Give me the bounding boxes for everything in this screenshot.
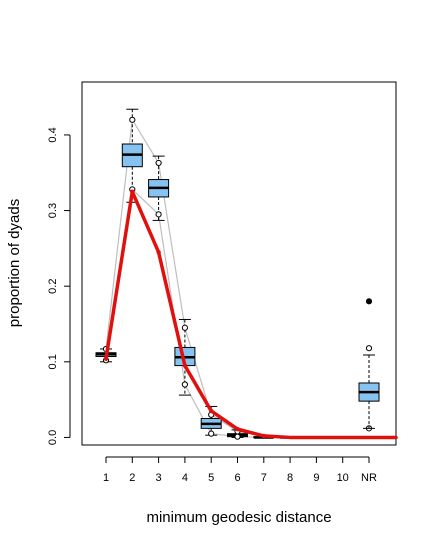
plot-frame bbox=[81, 81, 397, 446]
boxplots bbox=[95, 108, 380, 440]
outlier-point bbox=[155, 211, 162, 218]
observed-series bbox=[103, 189, 398, 440]
x-tick-label: 4 bbox=[182, 472, 188, 484]
outlier-point bbox=[181, 324, 188, 331]
y-axis: 0.0 0.1 0.2 0.3 0.4 bbox=[47, 127, 71, 445]
observed-point bbox=[209, 408, 214, 414]
outlier-point bbox=[129, 116, 136, 123]
observed-point bbox=[103, 356, 109, 361]
x-tick-label: 2 bbox=[129, 472, 135, 484]
x-tick-label: NR bbox=[361, 472, 377, 484]
outlier-point bbox=[155, 159, 162, 167]
reference-lines bbox=[105, 118, 373, 439]
reference-point bbox=[365, 345, 373, 352]
x-tick-label: 9 bbox=[313, 472, 319, 484]
outlier-point bbox=[181, 381, 188, 388]
x-tick-label: 3 bbox=[156, 472, 162, 484]
y-tick-label: 0.0 bbox=[47, 430, 59, 445]
boxplot-4 bbox=[174, 318, 196, 396]
y-tick-label: 0.3 bbox=[47, 203, 59, 218]
x-tick-label: 7 bbox=[261, 472, 267, 484]
outlier-point bbox=[208, 430, 215, 437]
y-tick-label: 0.4 bbox=[47, 127, 59, 142]
outlier-point bbox=[234, 433, 241, 440]
observed-point bbox=[156, 249, 161, 255]
observed-point bbox=[235, 426, 240, 432]
x-tick-label: 1 bbox=[103, 472, 109, 484]
x-tick-label: 8 bbox=[287, 472, 293, 484]
observed-line bbox=[104, 189, 398, 440]
x-tick-label: 5 bbox=[208, 472, 214, 484]
boxplot-3 bbox=[148, 155, 170, 221]
y-axis-title: proportion of dyads bbox=[6, 199, 23, 327]
observed-point bbox=[182, 363, 188, 368]
y-tick-label: 0.1 bbox=[47, 354, 59, 369]
observed-point bbox=[261, 433, 266, 439]
reference-line-lower bbox=[105, 188, 369, 439]
observed-point bbox=[130, 189, 135, 194]
boxplot-NR bbox=[358, 298, 380, 429]
y-tick-label: 0.2 bbox=[47, 279, 59, 294]
x-tick-label: 6 bbox=[234, 472, 240, 484]
reference-line-upper bbox=[105, 118, 369, 439]
outlier-point bbox=[365, 298, 373, 305]
x-axis-title: minimum geodesic distance bbox=[146, 509, 331, 526]
x-tick-label: 10 bbox=[337, 472, 349, 484]
x-axis: 1 2 3 4 5 6 7 8 9 10 NR bbox=[103, 456, 377, 484]
